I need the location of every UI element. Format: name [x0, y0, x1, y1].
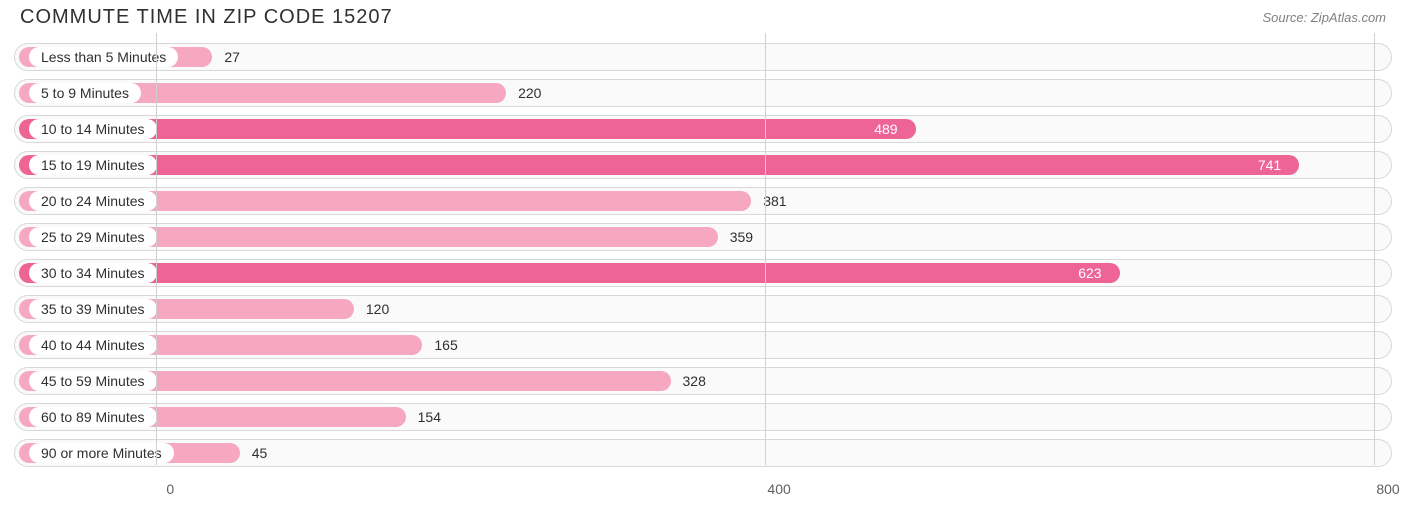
value-label: 120 — [366, 296, 389, 322]
chart-title: COMMUTE TIME IN ZIP CODE 15207 — [20, 6, 393, 29]
value-label: 741 — [1258, 152, 1281, 178]
bar-row: 60 to 89 Minutes 154 — [14, 403, 1392, 431]
bar-row: 40 to 44 Minutes 165 — [14, 331, 1392, 359]
bar-row: 20 to 24 Minutes 381 — [14, 187, 1392, 215]
bar — [19, 155, 1299, 175]
value-label: 328 — [683, 368, 706, 394]
value-label: 381 — [763, 188, 786, 214]
category-label: 60 to 89 Minutes — [29, 407, 157, 427]
value-label: 154 — [418, 404, 441, 430]
category-label: 30 to 34 Minutes — [29, 263, 157, 283]
value-label: 27 — [224, 44, 240, 70]
value-label: 165 — [434, 332, 457, 358]
chart-area: Less than 5 Minutes 27 5 to 9 Minutes 220 10… — [0, 33, 1406, 505]
value-label: 359 — [730, 224, 753, 250]
x-tick: 0 — [166, 481, 174, 497]
bar-row: 25 to 29 Minutes 359 — [14, 223, 1392, 251]
bar-row: 10 to 14 Minutes 489 — [14, 115, 1392, 143]
category-label: 20 to 24 Minutes — [29, 191, 157, 211]
category-label: 15 to 19 Minutes — [29, 155, 157, 175]
x-axis: 0400800 — [14, 475, 1392, 505]
value-label: 623 — [1078, 260, 1101, 286]
bars-container: Less than 5 Minutes 27 5 to 9 Minutes 220 10… — [14, 43, 1392, 475]
bar-row: 35 to 39 Minutes 120 — [14, 295, 1392, 323]
category-label: 40 to 44 Minutes — [29, 335, 157, 355]
category-label: Less than 5 Minutes — [29, 47, 178, 67]
bar — [19, 263, 1120, 283]
bar-row: 5 to 9 Minutes 220 — [14, 79, 1392, 107]
category-label: 10 to 14 Minutes — [29, 119, 157, 139]
value-label: 220 — [518, 80, 541, 106]
x-tick: 800 — [1376, 481, 1399, 497]
value-label: 45 — [252, 440, 268, 466]
category-label: 90 or more Minutes — [29, 443, 174, 463]
value-label: 489 — [874, 116, 897, 142]
category-label: 35 to 39 Minutes — [29, 299, 157, 319]
x-tick: 400 — [767, 481, 790, 497]
bar-row: 45 to 59 Minutes 328 — [14, 367, 1392, 395]
chart-source: Source: ZipAtlas.com — [1262, 10, 1386, 25]
category-label: 25 to 29 Minutes — [29, 227, 157, 247]
chart-header: COMMUTE TIME IN ZIP CODE 15207 Source: Z… — [0, 0, 1406, 33]
bar-row: 15 to 19 Minutes 741 — [14, 151, 1392, 179]
category-label: 5 to 9 Minutes — [29, 83, 141, 103]
bar-row: 90 or more Minutes 45 — [14, 439, 1392, 467]
bar-row: Less than 5 Minutes 27 — [14, 43, 1392, 71]
category-label: 45 to 59 Minutes — [29, 371, 157, 391]
bar-row: 30 to 34 Minutes 623 — [14, 259, 1392, 287]
